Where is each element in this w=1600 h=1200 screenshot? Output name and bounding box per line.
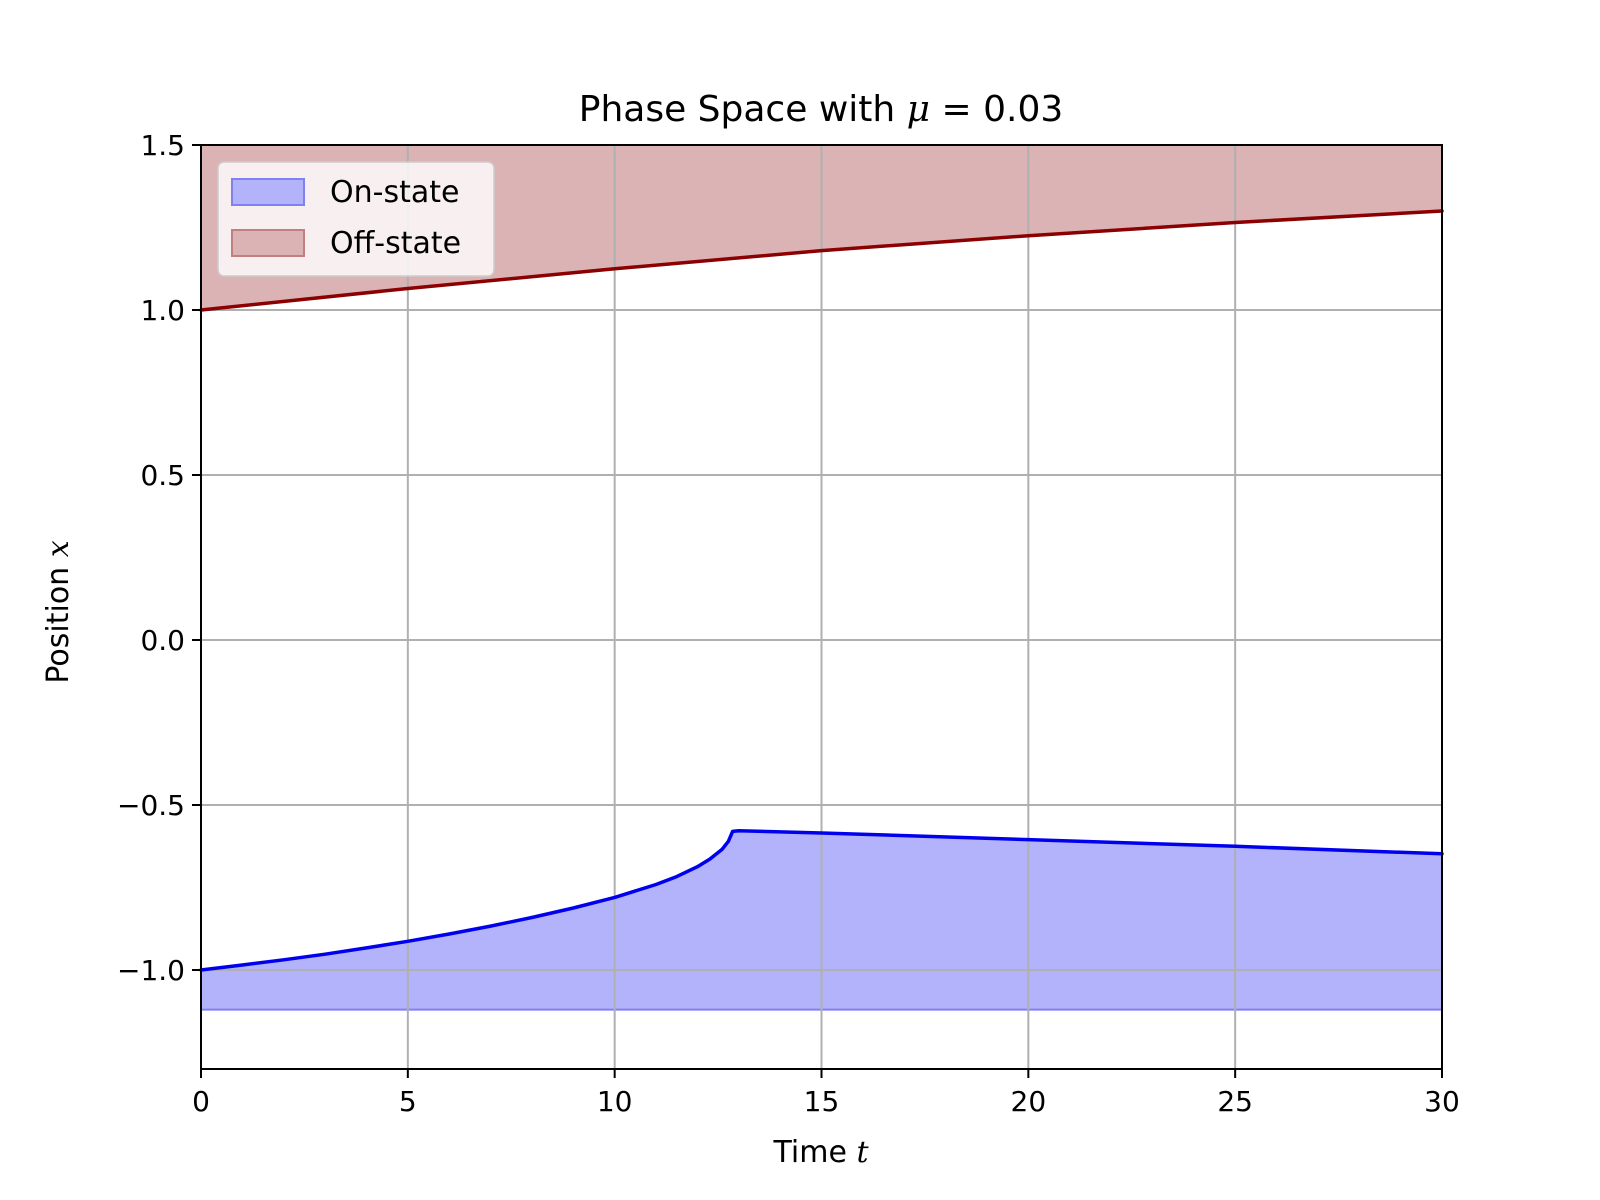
y-tick-label: 0.0 [140,624,185,657]
y-tick-label: −1.0 [117,954,185,987]
x-tick-label: 30 [1424,1085,1460,1118]
y-tick-label: 0.5 [140,459,185,492]
x-tick-label: 20 [1011,1085,1047,1118]
x-tick-label: 10 [597,1085,633,1118]
x-tick-label: 0 [192,1085,210,1118]
series-lines [199,209,1444,972]
title-prefix: Phase Space with [579,89,907,130]
y-tick-label: 1.0 [140,294,185,327]
x-axis-label: Time t [772,1135,869,1170]
x-label-symbol: t [856,1135,869,1170]
y-axis-ticks: −1.0 −0.5 0.0 0.5 1.0 1.5 [117,129,201,987]
x-axis-ticks: 0 5 10 15 20 25 30 [192,1069,1460,1118]
x-tick-label: 15 [804,1085,840,1118]
legend-label-on-state: On-state [330,175,459,210]
off-state-line [199,209,1444,312]
x-tick-label: 25 [1217,1085,1253,1118]
legend-swatch-on-state [231,178,305,206]
legend-swatch-off-state [231,229,305,257]
on-state-line [199,828,1444,972]
y-tick-label: −0.5 [117,789,185,822]
legend: On-state Off-state [217,161,495,277]
y-label-symbol: x [41,540,76,557]
title-suffix: = 0.03 [930,89,1063,130]
x-tick-label: 5 [399,1085,417,1118]
legend-label-off-state: Off-state [330,226,461,261]
y-tick-label: 1.5 [140,129,185,162]
y-axis-label: Position x [41,540,76,683]
y-label-text: Position [41,557,76,683]
title-symbol: μ [907,89,930,130]
chart-title: Phase Space with μ = 0.03 [579,89,1064,130]
x-label-text: Time [772,1135,856,1170]
